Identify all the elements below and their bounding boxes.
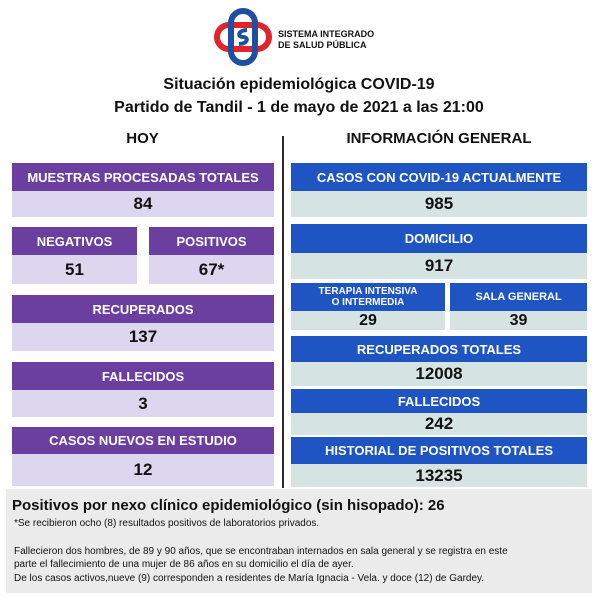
negativos-card: NEGATIVOS 51 (12, 227, 137, 284)
positivos-card: POSITIVOS 67* (149, 227, 274, 284)
recuperados-label: RECUPERADOS (12, 295, 274, 323)
historial-value: 13235 (291, 464, 587, 487)
recuperados-totales-card: RECUPERADOS TOTALES 12008 (291, 336, 587, 386)
positivos-label: POSITIVOS (149, 227, 274, 255)
casos-activos-card: CASOS CON COVID-19 ACTUALMENTE 985 (291, 163, 587, 217)
casos-activos-value: 985 (291, 191, 587, 217)
footer-notes: Positivos por nexo clínico epidemiológic… (6, 489, 592, 593)
casos-nuevos-card: CASOS NUEVOS EN ESTUDIO 12 (12, 427, 274, 486)
fallecidos-hoy-value: 3 (12, 390, 274, 417)
recuperados-value: 137 (12, 323, 274, 351)
general-heading: INFORMACIÓN GENERAL (346, 130, 532, 147)
recuperados-totales-value: 12008 (291, 362, 587, 386)
column-divider (282, 136, 284, 488)
negativos-label: NEGATIVOS (12, 227, 137, 255)
terapia-label-line-2: O INTERMEDIA (331, 297, 405, 308)
negativos-value: 51 (12, 255, 137, 284)
report-title: Situación epidemiológica COVID-19 (163, 76, 435, 93)
terapia-card: TERAPIA INTENSIVA O INTERMEDIA 29 (291, 283, 445, 330)
logo-text: SISTEMA INTEGRADO DE SALUD PÚBLICA (278, 29, 374, 51)
fallecidos-totales-value: 242 (291, 413, 587, 435)
positivos-value: 67* (149, 255, 274, 284)
muestras-label: MUESTRAS PROCESADAS TOTALES (12, 163, 274, 191)
hoy-heading: HOY (126, 130, 159, 147)
casos-nuevos-value: 12 (12, 454, 274, 486)
casos-nuevos-label: CASOS NUEVOS EN ESTUDIO (12, 427, 274, 454)
historial-label: HISTORIAL DE POSITIVOS TOTALES (291, 437, 587, 464)
fallecidos-hoy-card: FALLECIDOS 3 (12, 362, 274, 417)
casos-activos-label: CASOS CON COVID-19 ACTUALMENTE (291, 163, 587, 191)
logo-line-1: SISTEMA INTEGRADO (278, 29, 375, 39)
muestras-card: MUESTRAS PROCESADAS TOTALES 84 (12, 163, 274, 217)
terapia-value: 29 (291, 311, 445, 330)
domicilio-label: DOMICILIO (291, 224, 587, 253)
salud-publica-logo-icon (214, 8, 272, 66)
domicilio-value: 917 (291, 253, 587, 279)
terapia-label: TERAPIA INTENSIVA O INTERMEDIA (291, 283, 445, 311)
recuperados-totales-label: RECUPERADOS TOTALES (291, 336, 587, 362)
active-cases-note: De los casos activos,nueve (9) correspon… (14, 573, 485, 584)
logo-line-2: DE SALUD PÚBLICA (278, 40, 367, 50)
terapia-label-line-1: TERAPIA INTENSIVA (318, 286, 418, 297)
deaths-note-line-2: parte el fallecimiento de una mujer de 8… (14, 559, 354, 570)
sala-general-card: SALA GENERAL 39 (450, 283, 587, 330)
fallecidos-totales-label: FALLECIDOS (291, 389, 587, 413)
recuperados-card: RECUPERADOS 137 (12, 295, 274, 351)
sala-general-value: 39 (450, 311, 587, 330)
historial-card: HISTORIAL DE POSITIVOS TOTALES 13235 (291, 437, 587, 487)
fallecidos-totales-card: FALLECIDOS 242 (291, 389, 587, 435)
laboratorios-note: *Se recibieron ocho (8) resultados posit… (14, 518, 320, 529)
logo: SISTEMA INTEGRADO DE SALUD PÚBLICA (214, 8, 384, 68)
report-subtitle: Partido de Tandil - 1 de mayo de 2021 a … (114, 99, 484, 116)
domicilio-card: DOMICILIO 917 (291, 224, 587, 279)
sala-general-label: SALA GENERAL (450, 283, 587, 311)
deaths-note-line-1: Fallecieron dos hombres, de 89 y 90 años… (14, 546, 508, 557)
muestras-value: 84 (12, 191, 274, 217)
fallecidos-hoy-label: FALLECIDOS (12, 362, 274, 390)
nexo-clinico-text: Positivos por nexo clínico epidemiológic… (12, 497, 445, 514)
